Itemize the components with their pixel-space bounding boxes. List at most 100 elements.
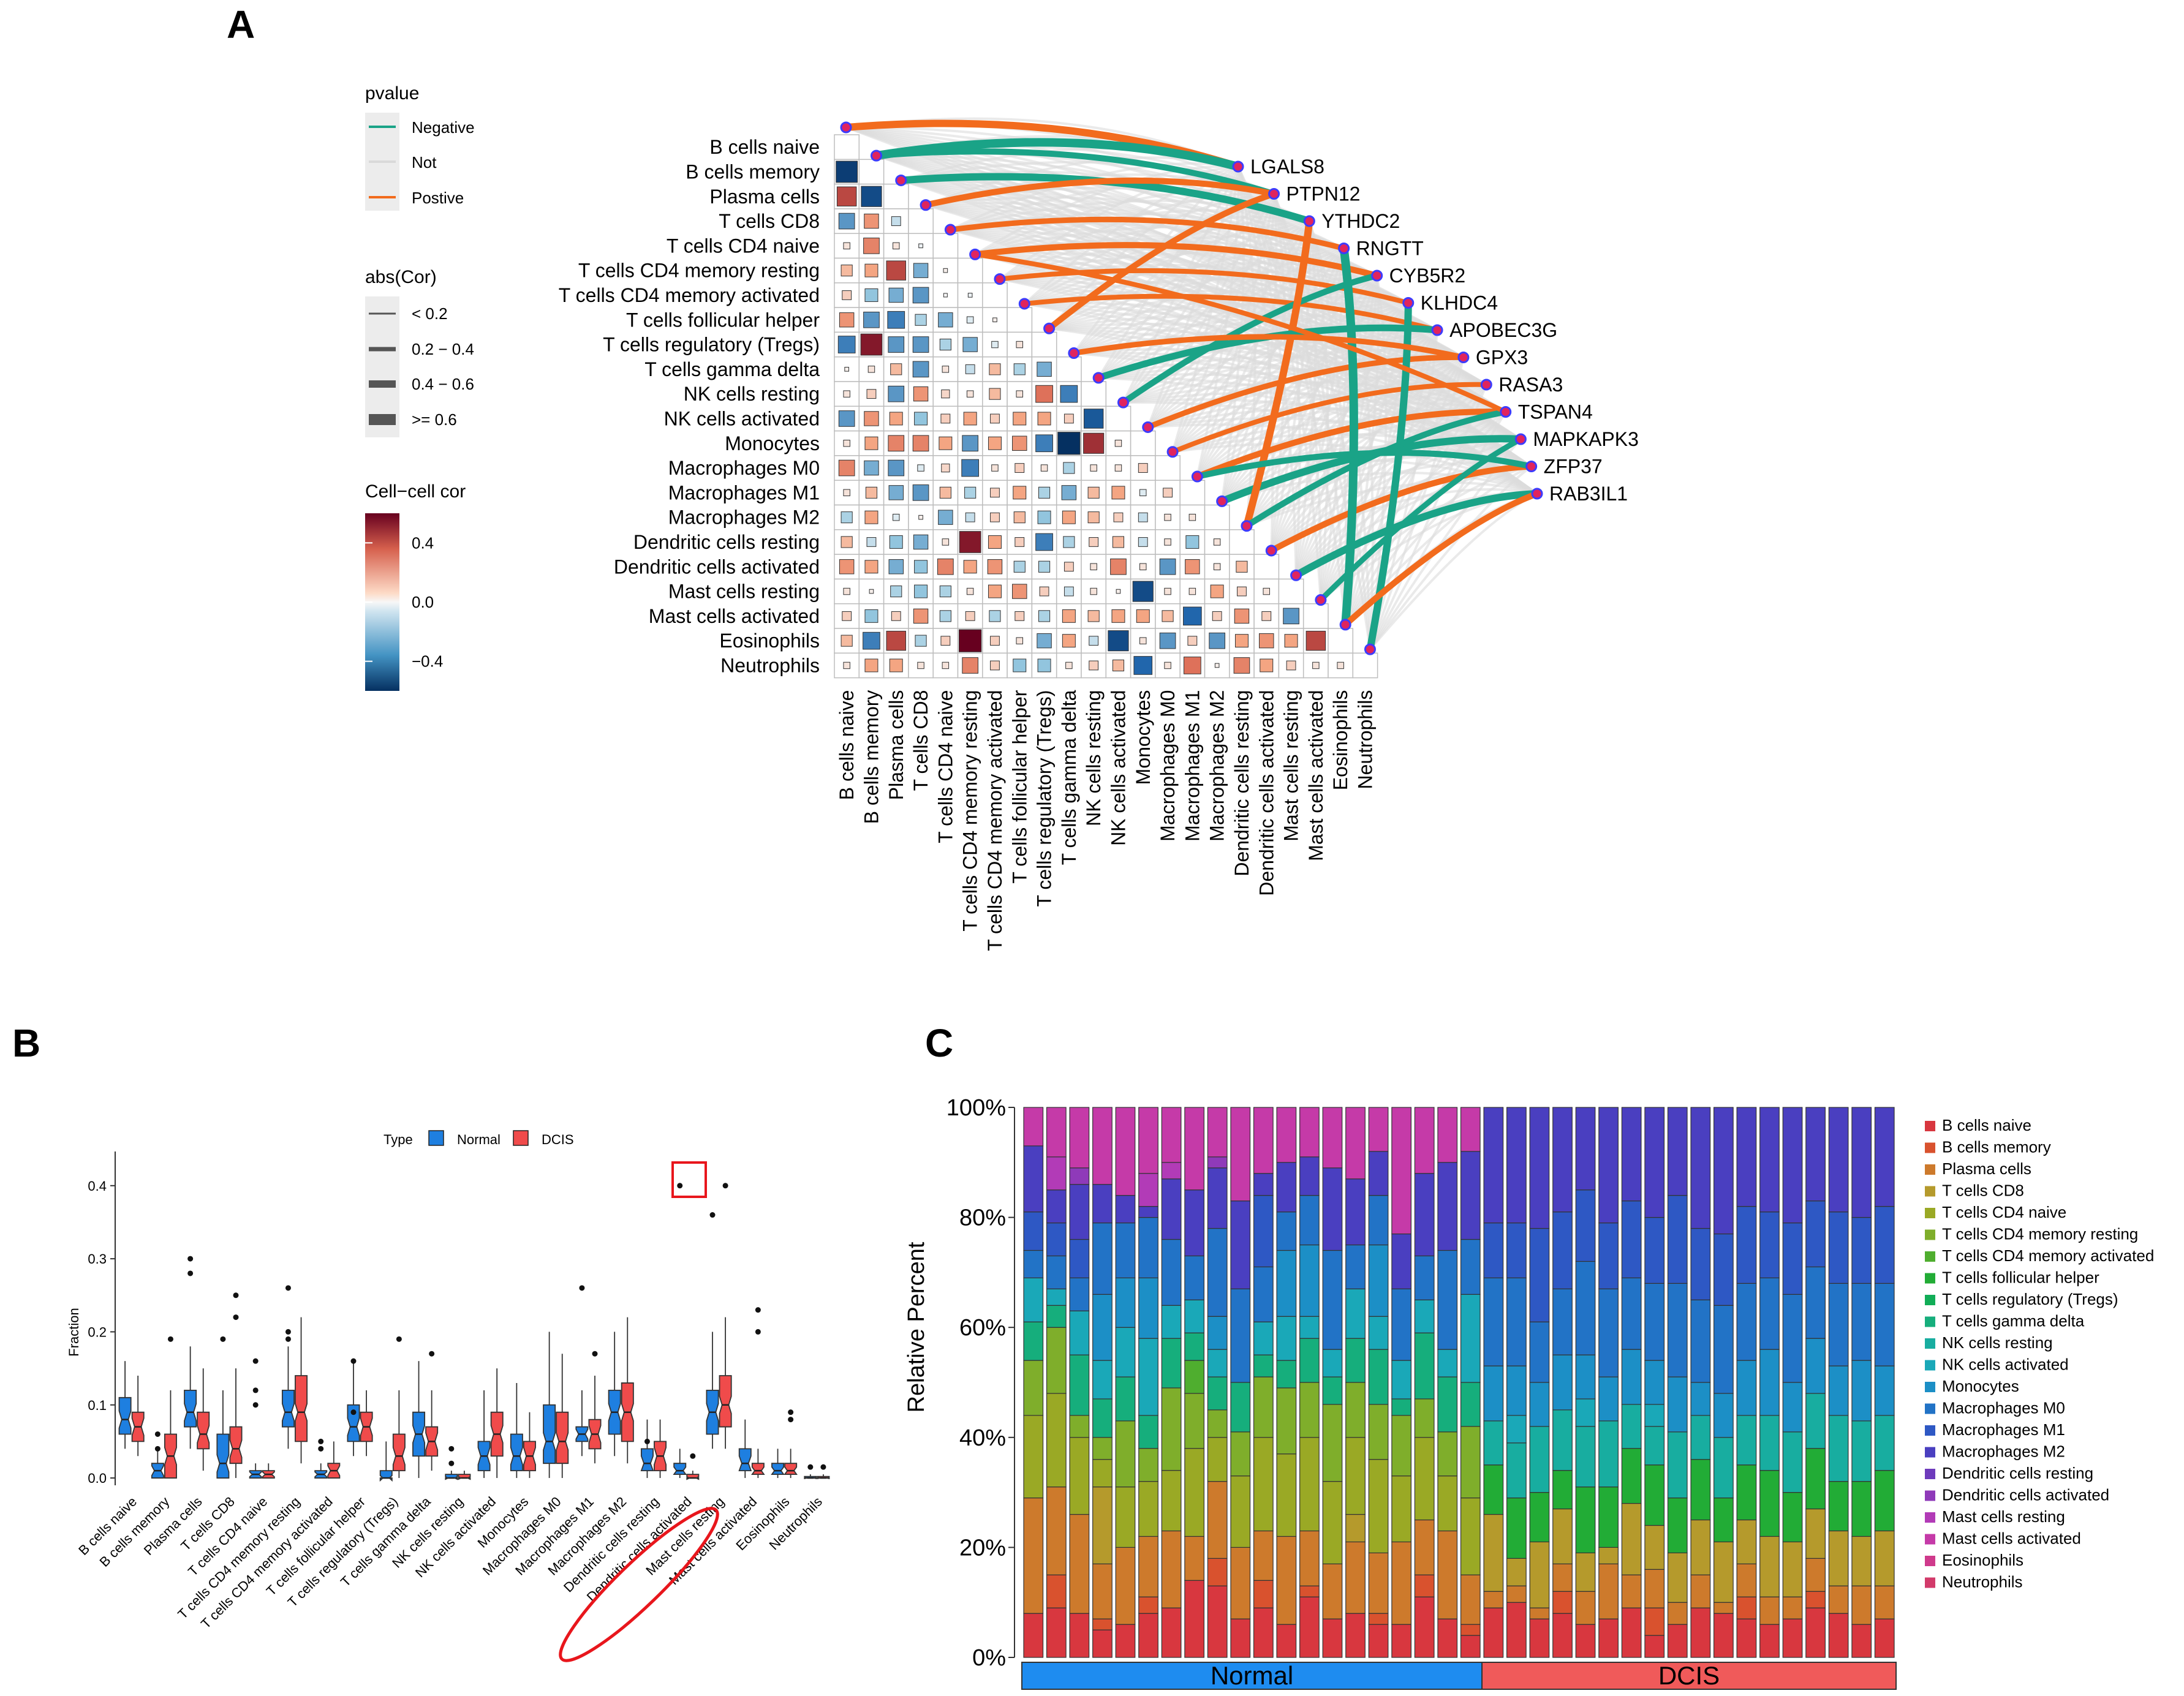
edge-not-significant [975, 253, 1538, 495]
edge-positive [1242, 217, 1313, 530]
corr-square [889, 658, 903, 673]
stack-segment [1598, 1107, 1619, 1224]
corr-square [866, 537, 877, 547]
stack-segment [1483, 1420, 1504, 1466]
stack-segment [1368, 1624, 1389, 1658]
stack-segment [1322, 1618, 1343, 1658]
stack-segment [1644, 1216, 1665, 1284]
column-label: NK cells resting [1083, 690, 1105, 826]
legend-abs-cor: abs(Cor) < 0.2 0.2 − 0.4 0.4 − 0.6 >= 0.… [365, 267, 474, 437]
stack-segment [1667, 1431, 1688, 1499]
corr-square [1038, 486, 1051, 499]
stack-segment [1368, 1195, 1389, 1246]
corr-square [1064, 413, 1074, 424]
stack-segment [1414, 1255, 1435, 1300]
corr-cell [932, 652, 959, 679]
group-label-normal: Normal [1211, 1661, 1293, 1690]
gene-label: RASA3 [1498, 374, 1563, 396]
row-label: Monocytes [725, 432, 820, 454]
stack-segment [1460, 1294, 1481, 1383]
stack-segment [1345, 1178, 1366, 1246]
stack-legend-label: Neutrophils [1942, 1573, 2023, 1591]
stack-legend-label: Macrophages M0 [1942, 1399, 2065, 1417]
corr-square [1283, 608, 1299, 625]
box-normal [216, 1433, 230, 1479]
edge-positive [1145, 354, 1467, 430]
stack-segment [1023, 1497, 1044, 1614]
stack-segment [1184, 1107, 1205, 1191]
corr-square [1213, 538, 1221, 546]
stack-segment [1046, 1305, 1067, 1328]
stack-segment [1598, 1222, 1619, 1289]
box-outlier [285, 1329, 291, 1335]
stack-segment [1690, 1227, 1711, 1300]
corr-square [866, 389, 877, 399]
column-label: T cells follicular helper [1008, 690, 1030, 883]
corr-square [1089, 636, 1099, 646]
cell-node [944, 224, 956, 236]
corr-square [966, 390, 974, 398]
stack-y-tick-label: 100% [947, 1095, 1006, 1121]
stack-segment [1138, 1338, 1158, 1416]
stack-segment [1782, 1618, 1803, 1658]
stack-segment [1460, 1107, 1481, 1152]
column-label: T cells regulatory (Tregs) [1033, 690, 1056, 907]
stack-segment [1828, 1107, 1849, 1213]
corr-cell [858, 233, 885, 259]
stack-segment [1598, 1547, 1619, 1564]
stack-segment [1667, 1195, 1688, 1284]
stack-segment [1851, 1107, 1872, 1218]
stack-segment [1437, 1618, 1458, 1658]
box-dcis [751, 1463, 765, 1475]
corr-square [1035, 434, 1053, 453]
stack-segment [1322, 1404, 1343, 1482]
gene-node [1500, 406, 1512, 418]
cell-node [1241, 520, 1253, 532]
stack-segment [1322, 1376, 1343, 1405]
corr-square [939, 610, 951, 622]
gene-label: ZFP37 [1544, 456, 1603, 478]
stack-segment [1575, 1189, 1596, 1262]
corr-square [912, 361, 929, 378]
gene-label: RAB3IL1 [1549, 483, 1628, 505]
stack-segment [1391, 1398, 1411, 1416]
stack-segment [1299, 1316, 1320, 1339]
stack-segment [1414, 1173, 1435, 1257]
stack-segment [1759, 1624, 1780, 1658]
corr-square [1035, 533, 1053, 551]
corr-cell [1302, 603, 1329, 629]
corr-square [913, 534, 929, 550]
corr-square [886, 630, 906, 651]
corr-square [959, 629, 982, 652]
highlight-ellipse [559, 1507, 719, 1662]
stack-segment [1138, 1536, 1158, 1597]
corr-square [1013, 560, 1026, 573]
stack-segment [1874, 1283, 1895, 1366]
stack-segment [1736, 1206, 1757, 1284]
box-normal [347, 1404, 360, 1442]
corr-square [888, 287, 904, 303]
corr-square [888, 459, 905, 477]
corr-square [863, 238, 880, 254]
corr-square [1312, 661, 1320, 669]
stack-segment [1207, 1156, 1228, 1169]
corr-square [1012, 584, 1027, 599]
box-outlier [252, 1402, 259, 1408]
stack-segment [1161, 1387, 1182, 1471]
cell-node [969, 248, 981, 260]
gene-node [1402, 297, 1415, 309]
corr-square [1037, 633, 1052, 649]
box-outlier [448, 1460, 455, 1466]
stack-segment [1092, 1398, 1113, 1438]
corr-square [1212, 611, 1222, 621]
gene-node [1457, 352, 1470, 363]
stack-segment [1322, 1107, 1343, 1169]
edge-positive [1268, 463, 1535, 554]
stack-segment [1713, 1497, 1734, 1543]
stack-segment [1138, 1596, 1158, 1614]
corr-square [1260, 658, 1274, 673]
stack-segment [1598, 1376, 1619, 1422]
stack-segment [1644, 1464, 1665, 1526]
stack-legend-label: T cells CD4 memory activated [1942, 1246, 2154, 1265]
